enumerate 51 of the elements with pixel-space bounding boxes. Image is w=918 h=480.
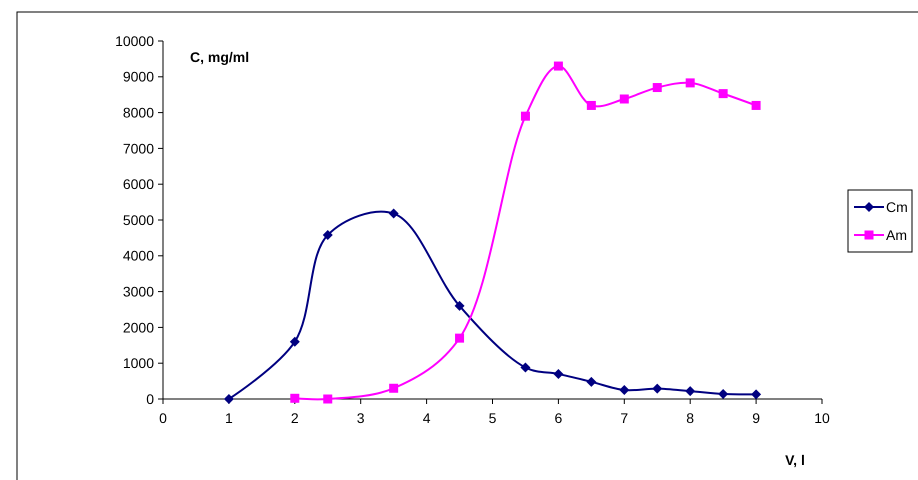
x-tick-label: 1	[225, 410, 233, 426]
point	[454, 300, 465, 311]
x-tick-label: 10	[814, 410, 830, 426]
y-tick-label: 0	[146, 390, 154, 407]
point	[554, 62, 563, 71]
x-tick-label: 6	[554, 410, 562, 426]
point	[718, 89, 728, 98]
y-tick-label: 7000	[122, 140, 154, 156]
point	[586, 100, 596, 110]
point	[619, 385, 630, 396]
point	[553, 368, 564, 379]
y-tick-label: 3000	[122, 284, 154, 300]
y-axis-title: C, mg/ml	[190, 49, 250, 65]
y-tick-label: 1000	[122, 355, 154, 372]
point	[652, 384, 662, 394]
point	[389, 384, 398, 393]
point	[520, 362, 530, 372]
y-tick-label: 4000	[122, 248, 154, 264]
y-tick-label: 9000	[122, 68, 154, 85]
point	[224, 394, 234, 404]
point	[718, 388, 728, 399]
x-axis-title: V, l	[785, 452, 805, 468]
point	[652, 83, 662, 92]
x-tick-label: 0	[159, 410, 168, 426]
point	[686, 78, 695, 88]
point	[751, 389, 762, 400]
y-tick-label: 2000	[122, 319, 154, 336]
point	[388, 208, 399, 219]
point	[685, 386, 696, 396]
x-tick-label: 7	[620, 410, 628, 426]
y-tick-label: 8000	[122, 104, 154, 120]
x-tick-label: 2	[290, 410, 299, 426]
point	[520, 112, 530, 121]
point	[455, 334, 464, 343]
x-tick-label: 8	[686, 410, 694, 426]
point	[586, 376, 596, 387]
point	[290, 336, 300, 347]
x-tick-label: 5	[488, 410, 497, 426]
x-tick-label: 3	[356, 410, 365, 426]
y-tick-label: 10000	[115, 32, 154, 49]
point	[620, 94, 629, 104]
point	[323, 394, 332, 404]
point	[290, 394, 300, 403]
legend-label: Am	[886, 226, 907, 243]
y-tick-label: 5000	[122, 212, 154, 228]
point	[322, 230, 333, 240]
legend-label: Cm	[886, 198, 908, 215]
x-tick-label: 9	[752, 410, 760, 426]
x-tick-label: 4	[422, 410, 431, 426]
y-tick-label: 6000	[122, 176, 154, 192]
point	[752, 100, 761, 110]
